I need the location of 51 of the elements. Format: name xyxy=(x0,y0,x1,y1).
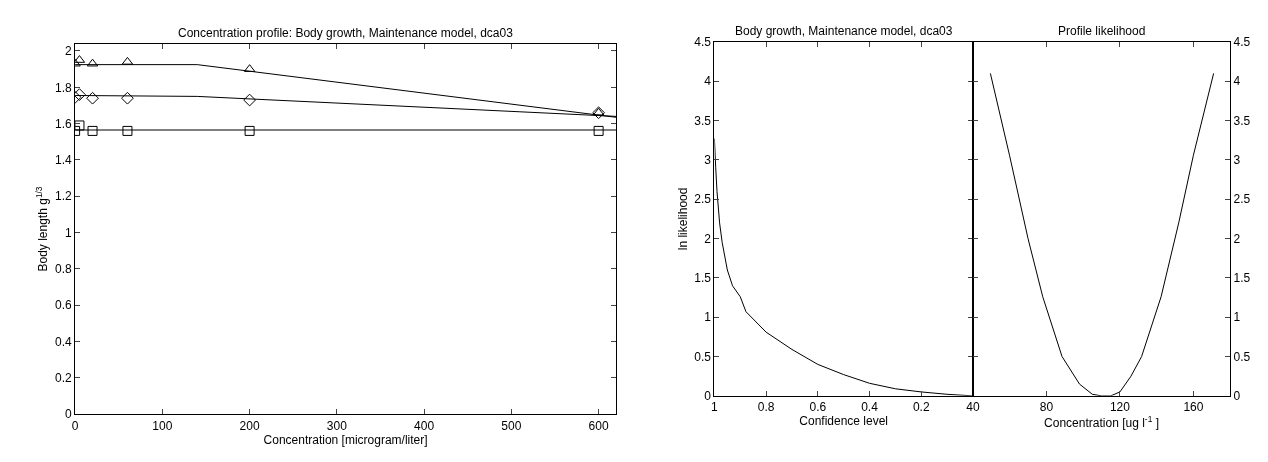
y-tick-label: 1.6 xyxy=(55,116,73,131)
y2-tick-label: 4 xyxy=(1233,74,1241,89)
x-tick-label: 80 xyxy=(1039,400,1054,415)
y-tick-label: 3.5 xyxy=(694,113,712,128)
y-axis-title: ln likelihood xyxy=(675,187,690,251)
y-tick-label: 4.5 xyxy=(694,35,712,50)
y-tick-label: 1.8 xyxy=(55,80,73,95)
x-tick-label: 300 xyxy=(326,418,348,433)
x-axis-title: Concentration [microgram/liter] xyxy=(263,432,428,447)
y-tick-label: 1 xyxy=(65,225,73,240)
y-tick-label: 0.2 xyxy=(55,371,73,386)
x-tick-label: 0.8 xyxy=(757,400,775,415)
x-tick-label: 0.6 xyxy=(809,400,827,415)
x-axis-title: Concentration [ug l$^{-1}$ ] xyxy=(1044,414,1159,431)
y2-tick-label: 1.5 xyxy=(1233,271,1251,286)
y-tick-label: 1.4 xyxy=(55,153,73,168)
y-tick-label: 1.2 xyxy=(55,189,73,204)
x-tick-label: 600 xyxy=(588,418,609,433)
x-tick-label: 500 xyxy=(501,418,522,433)
y-tick-label: 2 xyxy=(65,44,73,59)
y-tick-label: 3 xyxy=(704,153,712,168)
x-tick-label: 0.4 xyxy=(861,400,879,415)
x-tick-label: 100 xyxy=(152,418,173,433)
y2-tick-label: 1 xyxy=(1233,310,1241,325)
x-tick-label: 200 xyxy=(239,418,260,433)
y-tick-label: 0 xyxy=(704,389,712,404)
y2-tick-label: 4.5 xyxy=(1233,35,1251,50)
x-axis-title: Confidence level xyxy=(799,414,889,429)
y2-tick-label: 0 xyxy=(1233,389,1241,404)
y2-tick-label: 2 xyxy=(1233,231,1241,246)
y-tick-label: 0.5 xyxy=(694,349,712,364)
y2-tick-label: 3.5 xyxy=(1233,113,1251,128)
y-tick-label: 2.5 xyxy=(694,192,712,207)
chart-title: Concentration profile: Body growth, Maintenance model, dca03 xyxy=(178,26,514,40)
y-tick-label: 2 xyxy=(704,231,712,246)
y-tick-label: 1 xyxy=(704,310,712,325)
x-tick-label: 0.2 xyxy=(912,400,930,415)
chart-title: Profile likelihood xyxy=(1058,24,1146,38)
x-tick-label: 120 xyxy=(1109,400,1131,415)
y2-tick-label: 3 xyxy=(1233,153,1241,168)
y2-tick-label: 2.5 xyxy=(1233,192,1251,207)
y-tick-label: 0.4 xyxy=(55,334,73,349)
y-tick-label: 0.6 xyxy=(55,298,73,313)
x-tick-label: 40 xyxy=(966,400,980,415)
y-tick-label: 1.5 xyxy=(694,271,712,286)
x-tick-label: 400 xyxy=(414,418,435,433)
x-tick-label: 160 xyxy=(1183,400,1204,415)
y-tick-label: 0.8 xyxy=(55,262,73,277)
chart-title: Body growth, Maintenance model, dca03 xyxy=(735,24,953,38)
y2-tick-label: 0.5 xyxy=(1233,349,1251,364)
y-tick-label: 4 xyxy=(704,74,712,89)
